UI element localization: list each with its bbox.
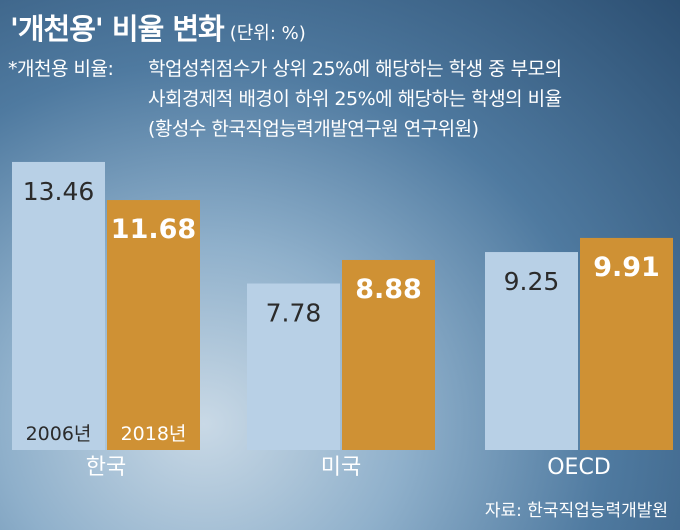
value-label-2-1: 9.91 [593,252,660,283]
note-line-2: 사회경제적 배경이 하위 25%에 해당하는 학생의 비율 [148,88,562,110]
unit-label: (단위: %) [229,23,306,44]
value-label-1-1: 8.88 [355,274,422,305]
category-label-0: 한국 [86,455,126,480]
note-line-1: 학업성취점수가 상위 25%에 해당하는 학생 중 부모의 [148,58,562,80]
bar-0-0 [12,161,105,450]
chart-header: '개천용' 비율 변화 (단위: %) [10,6,306,48]
note-label: *개천용 비율: [8,58,114,80]
bar-2-1 [580,237,673,450]
legend-label-0: 2006년 [26,423,92,445]
value-label-1-0: 7.78 [266,299,322,328]
source-note: 자료: 한국직업능력개발원 [484,501,668,521]
legend-label-1: 2018년 [121,423,187,445]
category-label-2: OECD [547,455,611,480]
definition-note: *개천용 비율: 학업성취점수가 상위 25%에 해당하는 학생 중 부모의 사… [8,54,673,144]
bar-1-1 [342,259,435,450]
note-line-3: (황성수 한국직업능력개발연구원 연구위원) [148,118,479,140]
bar-2-0 [485,252,578,450]
bar-1-0 [247,283,340,450]
value-label-0-0: 13.46 [23,177,95,206]
bar-0-1 [107,200,200,450]
chart-title: '개천용' 비율 변화 [10,12,225,46]
value-label-0-1: 11.68 [111,214,196,245]
category-label-1: 미국 [321,455,361,480]
value-label-2-0: 9.25 [504,267,560,296]
